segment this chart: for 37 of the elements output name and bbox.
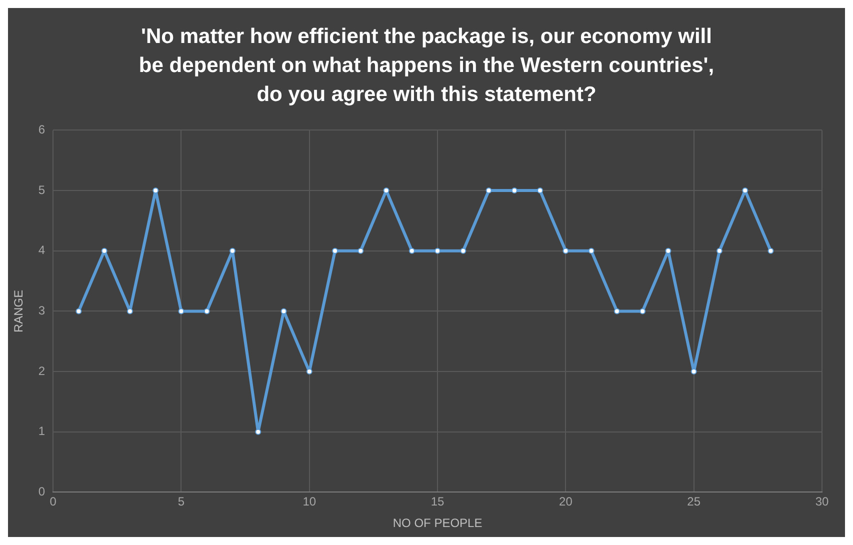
point [486, 188, 492, 194]
x-tick-label: 15 [430, 494, 445, 509]
x-tick-label: 5 [178, 494, 185, 509]
point [562, 248, 569, 254]
y-tick-label: 4 [38, 243, 46, 258]
y-tick-label: 2 [38, 364, 46, 378]
point [690, 368, 697, 375]
x-tick-label: 25 [687, 494, 701, 509]
chart-title: 'No matter how efficient the package is, our economy will be dependent on what happens in the Western countries', do you agree with this statement? [138, 24, 716, 108]
y-tick-label: 0 [38, 484, 46, 499]
y-tick-label: 3 [38, 304, 46, 318]
point [229, 248, 236, 254]
point [716, 248, 722, 254]
x-axis-title: NO OF PEOPLE [392, 516, 482, 530]
x-tick-label: 30 [815, 494, 829, 509]
y-axis-title: RANGE [12, 290, 26, 333]
point [408, 248, 415, 254]
x-tick-label: 20 [559, 494, 573, 509]
point [640, 308, 646, 314]
point [537, 188, 544, 194]
y-tick-label: 5 [38, 182, 46, 197]
point [204, 308, 210, 314]
y-tick-label: 6 [38, 122, 46, 137]
point [306, 368, 312, 375]
point [332, 248, 338, 254]
point [768, 248, 774, 254]
x-tick-label: 10 [302, 494, 316, 509]
point [460, 248, 466, 254]
point [434, 248, 441, 254]
point [76, 308, 82, 314]
y-tick-label: 1 [38, 424, 46, 438]
point [588, 248, 594, 254]
point [358, 248, 364, 254]
point [665, 248, 672, 254]
point [614, 308, 620, 314]
x-tick-label: 0 [50, 494, 57, 509]
point [178, 308, 184, 314]
